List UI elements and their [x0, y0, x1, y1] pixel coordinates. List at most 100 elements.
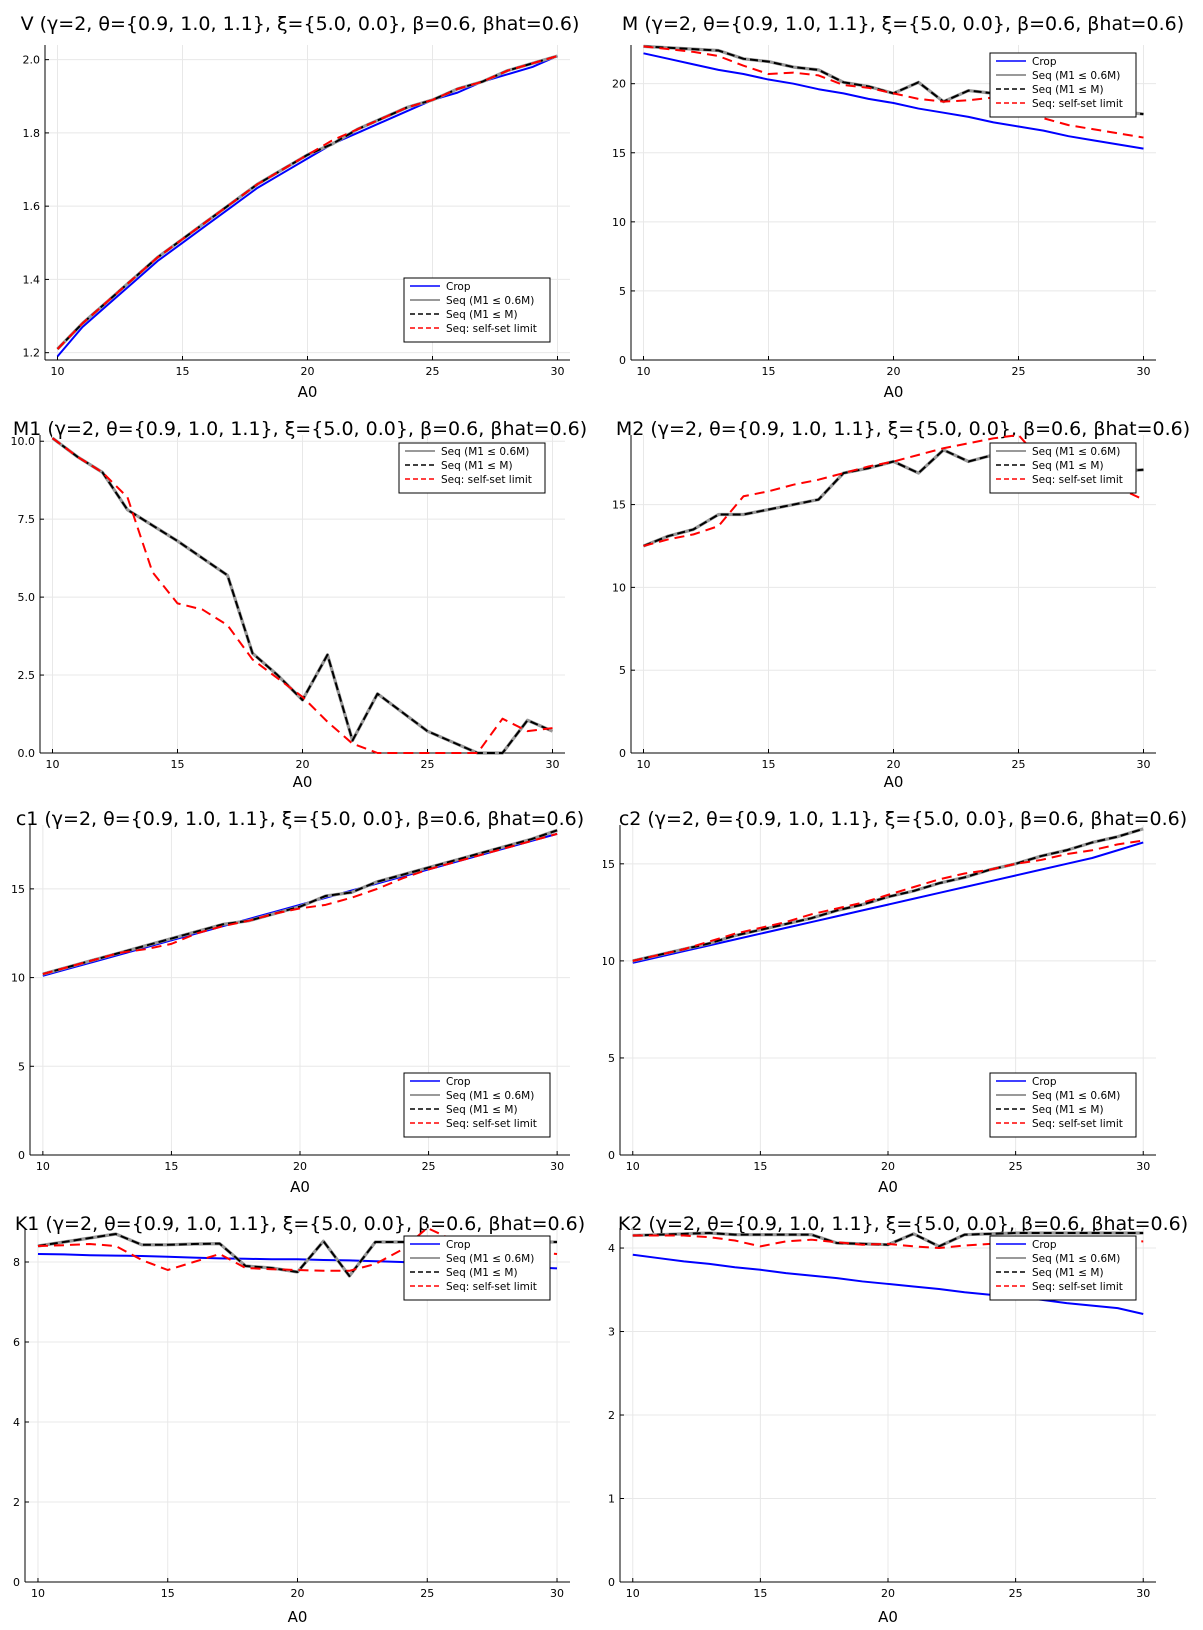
x-tick-label: 30: [550, 1587, 564, 1600]
chart-panel-4: c1 (γ=2, θ={0.9, 1.0, 1.1}, ξ={5.0, 0.0}…: [11, 808, 584, 1196]
y-tick-label: 0: [619, 354, 626, 367]
y-tick-label: 4: [608, 1242, 615, 1255]
series-line-2: [632, 827, 1144, 962]
x-tick-label: 20: [301, 365, 315, 378]
y-tick-label: 6: [13, 1336, 20, 1349]
legend-entry: Seq (M1 ≤ M): [446, 309, 518, 321]
x-tick-label: 20: [887, 758, 901, 771]
x-tick-label: 10: [46, 758, 60, 771]
series-line-3: [632, 839, 1144, 962]
y-tick-label: 5.0: [18, 591, 36, 604]
legend-entry: Seq (M1 ≤ M): [446, 1267, 518, 1279]
x-tick-label: 25: [422, 1160, 436, 1173]
y-tick-label: 0: [18, 1149, 25, 1162]
legend-entry: Seq: self-set limit: [1032, 98, 1123, 110]
x-tick-label: 15: [753, 1160, 767, 1173]
legend-box: [989, 52, 1137, 118]
legend-entry: Seq: self-set limit: [1032, 474, 1123, 486]
series-line-2: [42, 829, 558, 975]
x-tick-label: 10: [51, 365, 65, 378]
y-tick-label: 15: [603, 858, 615, 871]
chart-title: M2 (γ=2, θ={0.9, 1.0, 1.1}, ξ={5.0, 0.0}…: [616, 418, 1190, 440]
y-tick-label: 8: [13, 1256, 20, 1269]
chart-title: K1 (γ=2, θ={0.9, 1.0, 1.1}, ξ={5.0, 0.0}…: [15, 1213, 585, 1235]
x-tick-label: 10: [626, 1587, 640, 1600]
chart-title: c2 (γ=2, θ={0.9, 1.0, 1.1}, ξ={5.0, 0.0}…: [619, 808, 1187, 830]
series-line-2: [51, 437, 553, 754]
x-axis-label: A0: [293, 773, 313, 791]
legend-entry: Seq (M1 ≤ M): [1032, 1104, 1104, 1116]
legend-entry: Seq (M1 ≤ 0.6M): [446, 1090, 534, 1102]
legend-entry: Seq: self-set limit: [441, 474, 532, 486]
legend: Seq (M1 ≤ 0.6M) Seq (M1 ≤ M) Seq: self-set…: [989, 442, 1137, 494]
y-tick-label: 1.6: [23, 200, 41, 213]
y-tick-label: 0.0: [18, 747, 36, 760]
x-tick-label: 30: [1137, 365, 1151, 378]
chart-panel-7: K2 (γ=2, θ={0.9, 1.0, 1.1}, ξ={5.0, 0.0}…: [608, 1213, 1188, 1626]
chart-panel-1: M (γ=2, θ={0.9, 1.0, 1.1}, ξ={5.0, 0.0},…: [612, 13, 1184, 401]
legend: Crop Seq (M1 ≤ 0.6M) Seq (M1 ≤ M) Seq: self…: [403, 1072, 551, 1138]
series-line-3: [37, 1227, 558, 1272]
series-line-3: [42, 832, 558, 975]
legend-box: [989, 1072, 1137, 1138]
x-tick-label: 30: [1136, 1160, 1150, 1173]
x-tick-label: 10: [637, 365, 651, 378]
y-tick-label: 1: [608, 1493, 615, 1506]
x-tick-label: 15: [753, 1587, 767, 1600]
legend-box: [403, 277, 551, 343]
x-tick-label: 15: [164, 1160, 178, 1173]
legend: Crop Seq (M1 ≤ 0.6M) Seq (M1 ≤ M) Seq: self…: [989, 1235, 1137, 1301]
y-tick-label: 15: [612, 499, 626, 512]
series-line-1: [51, 437, 553, 754]
y-tick-label: 15: [11, 883, 25, 896]
y-tick-label: 3: [608, 1326, 615, 1339]
legend: Crop Seq (M1 ≤ 0.6M) Seq (M1 ≤ M) Seq: self…: [403, 1235, 551, 1301]
y-tick-label: 15: [612, 147, 626, 160]
y-tick-label: 10: [11, 972, 25, 985]
x-tick-label: 20: [291, 1587, 305, 1600]
x-tick-label: 25: [1012, 365, 1026, 378]
x-axis-label: A0: [884, 383, 904, 401]
series-line-3: [643, 45, 1144, 139]
y-tick-label: 5: [608, 1052, 615, 1065]
x-tick-label: 30: [550, 1160, 564, 1173]
series-line-3: [632, 1234, 1144, 1250]
x-axis-label: A0: [878, 1608, 898, 1626]
legend: Crop Seq (M1 ≤ 0.6M) Seq (M1 ≤ M) Seq: self…: [403, 277, 551, 343]
y-tick-label: 1.2: [23, 347, 41, 360]
y-tick-label: 10.0: [11, 435, 36, 448]
legend-entry: Seq (M1 ≤ 0.6M): [441, 446, 529, 458]
x-axis-label: A0: [298, 383, 318, 401]
y-tick-label: 0: [619, 747, 626, 760]
y-tick-label: 0: [13, 1576, 20, 1589]
x-tick-label: 30: [1137, 758, 1151, 771]
legend-entry: Seq: self-set limit: [1032, 1281, 1123, 1293]
y-tick-label: 10: [612, 581, 626, 594]
x-tick-label: 10: [626, 1160, 640, 1173]
legend-entry: Seq (M1 ≤ 0.6M): [1032, 70, 1120, 82]
x-axis-label: A0: [288, 1608, 308, 1626]
chart-title: M1 (γ=2, θ={0.9, 1.0, 1.1}, ξ={5.0, 0.0}…: [13, 418, 587, 440]
chart-panel-3: M2 (γ=2, θ={0.9, 1.0, 1.1}, ξ={5.0, 0.0}…: [612, 418, 1190, 791]
legend-box: [403, 1235, 551, 1301]
y-tick-label: 2.5: [18, 669, 36, 682]
x-tick-label: 25: [1012, 758, 1026, 771]
legend-box: [989, 1235, 1137, 1301]
x-tick-label: 15: [171, 758, 185, 771]
legend-entry: Seq (M1 ≤ 0.6M): [1032, 1253, 1120, 1265]
y-tick-label: 1.8: [23, 127, 41, 140]
x-tick-label: 25: [421, 758, 435, 771]
chart-title: V (γ=2, θ={0.9, 1.0, 1.1}, ξ={5.0, 0.0},…: [21, 13, 580, 35]
y-tick-label: 0: [608, 1576, 615, 1589]
x-tick-label: 10: [31, 1587, 45, 1600]
legend-entry: Seq (M1 ≤ M): [446, 1104, 518, 1116]
legend-entry: Seq (M1 ≤ 0.6M): [1032, 446, 1120, 458]
legend-entry: Crop: [446, 281, 471, 293]
x-axis-label: A0: [290, 1178, 310, 1196]
x-tick-label: 30: [1136, 1587, 1150, 1600]
x-tick-label: 15: [762, 758, 776, 771]
chart-title: c1 (γ=2, θ={0.9, 1.0, 1.1}, ξ={5.0, 0.0}…: [16, 808, 584, 830]
legend-entry: Crop: [446, 1239, 471, 1251]
legend: Seq (M1 ≤ 0.6M) Seq (M1 ≤ M) Seq: self-set…: [398, 442, 546, 494]
legend-entry: Seq (M1 ≤ M): [1032, 1267, 1104, 1279]
